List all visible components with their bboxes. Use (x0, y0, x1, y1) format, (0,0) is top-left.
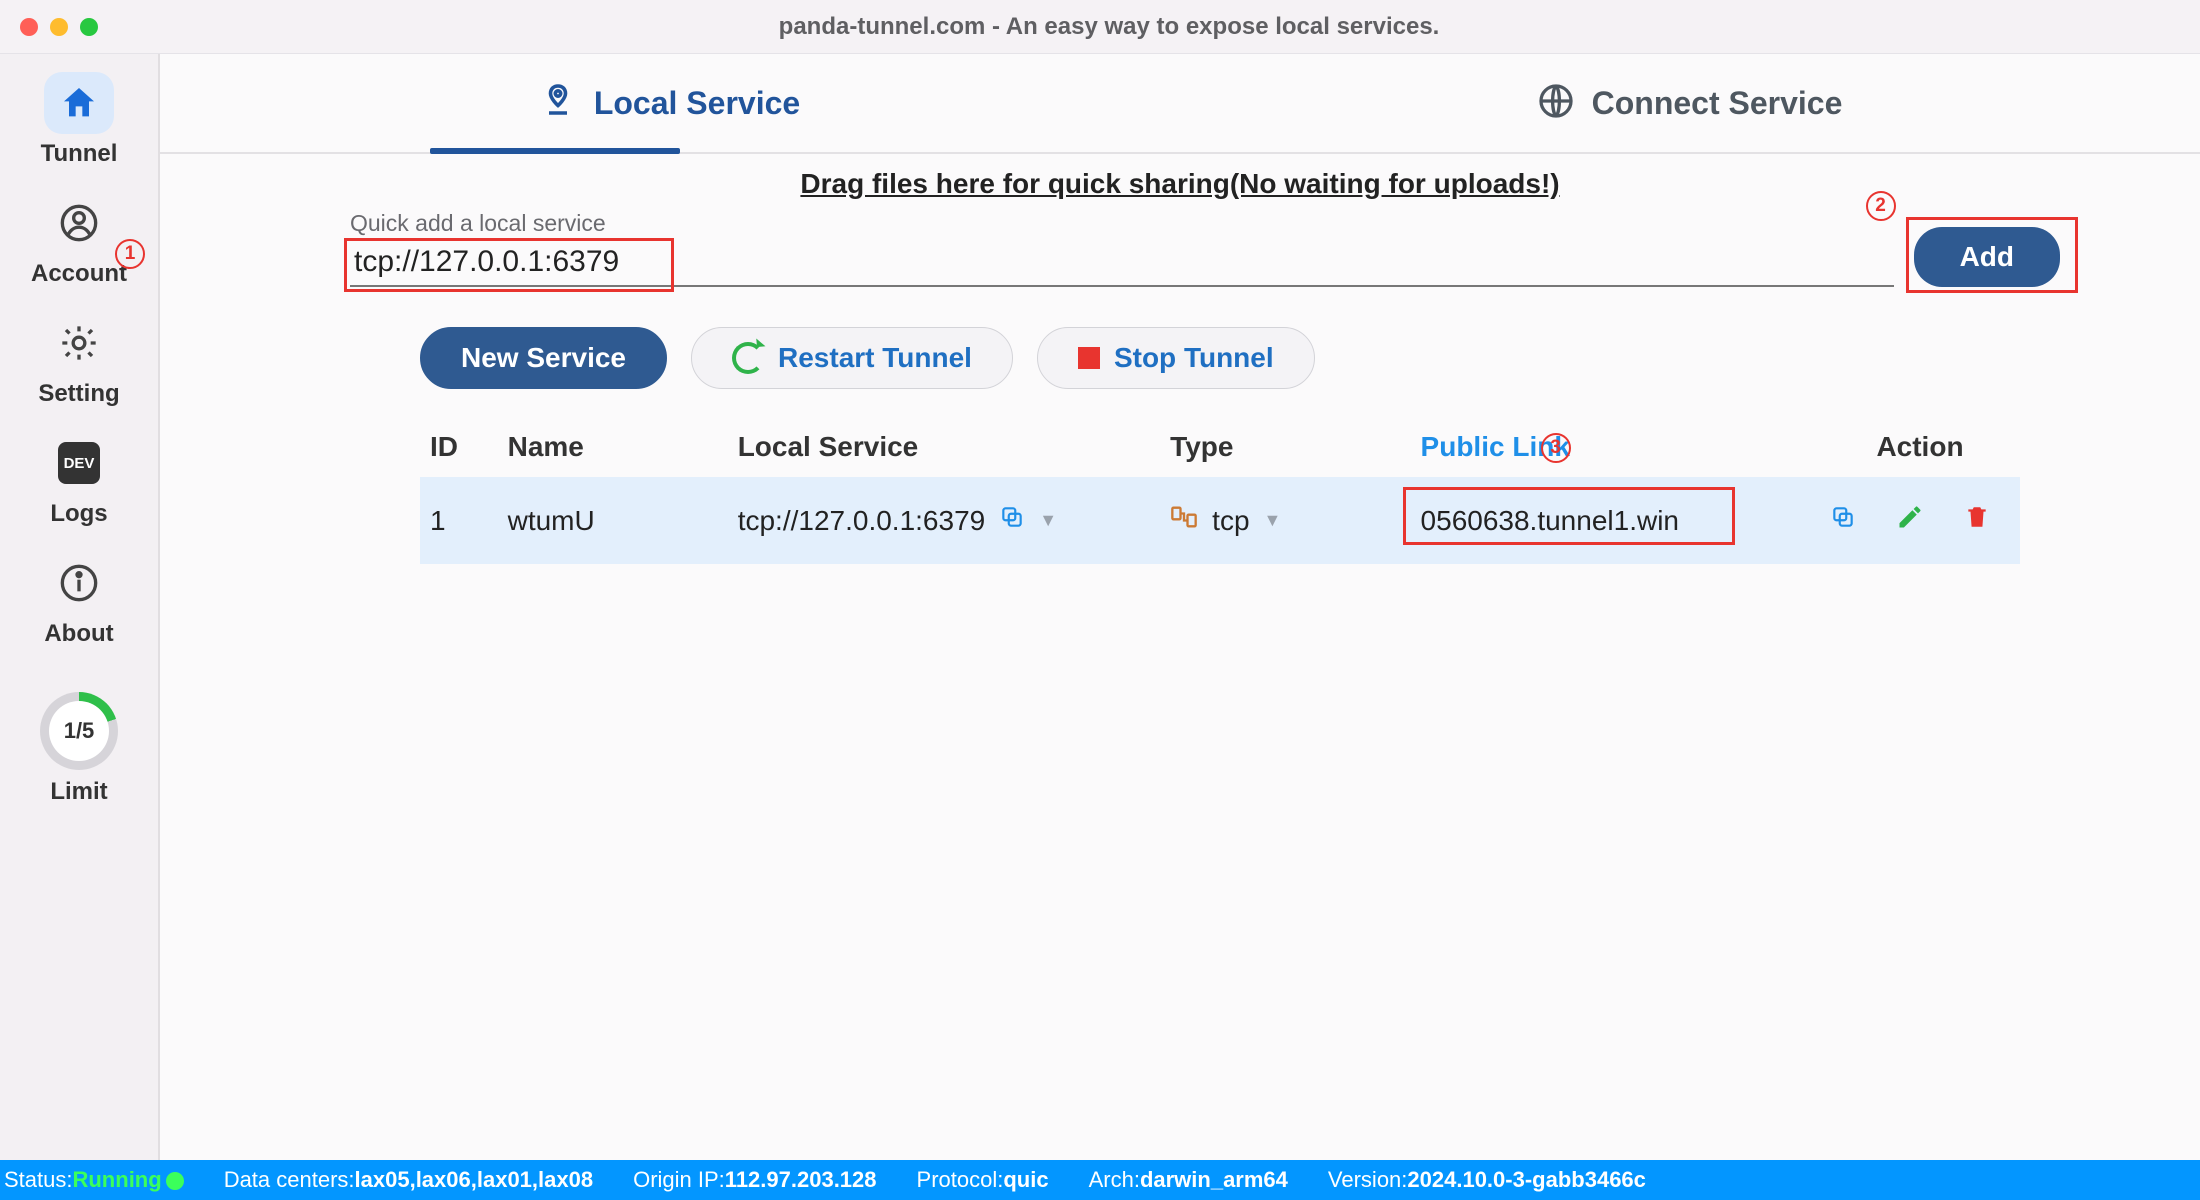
sidebar-item-account[interactable]: Account (24, 192, 134, 288)
cell-name: wtumU (498, 477, 728, 564)
account-icon (44, 192, 114, 254)
main-content: Local Service Connect Service Drag files… (160, 54, 2200, 1160)
tab-label: Local Service (594, 85, 800, 122)
copy-link-icon[interactable] (1830, 504, 1856, 537)
limit-ring-icon: 1/5 (40, 692, 118, 770)
add-button[interactable]: Add (1914, 227, 2060, 287)
connection-icon (1170, 503, 1198, 538)
protocol-value: quic (1003, 1167, 1048, 1192)
quick-add-input[interactable] (350, 239, 1894, 287)
col-type: Type (1160, 417, 1410, 477)
globe-icon (1538, 83, 1574, 124)
sidebar-item-setting[interactable]: Setting (24, 312, 134, 408)
refresh-icon (732, 342, 764, 374)
protocol-label: Protocol: (917, 1167, 1004, 1192)
col-id: ID (420, 417, 498, 477)
button-label: New Service (461, 342, 626, 374)
limit-value: 1/5 (49, 701, 109, 761)
tab-label: Connect Service (1592, 85, 1843, 122)
titlebar: panda-tunnel.com - An easy way to expose… (0, 0, 2200, 54)
status-label: Status: (4, 1167, 72, 1192)
limit-indicator[interactable]: 1/5 Limit (40, 692, 118, 806)
restart-tunnel-button[interactable]: Restart Tunnel (691, 327, 1013, 389)
arch-label: Arch: (1089, 1167, 1140, 1192)
datacenters-label: Data centers: (224, 1167, 355, 1192)
sidebar-item-tunnel[interactable]: Tunnel (24, 72, 134, 168)
table-row[interactable]: 1 wtumU tcp://127.0.0.1:6379 ▼ (420, 477, 2020, 564)
gear-icon (44, 312, 114, 374)
tab-connect-service[interactable]: Connect Service (1180, 54, 2200, 152)
quick-add-row: 1 Quick add a local service 2 Add (160, 210, 2200, 287)
minimize-icon[interactable] (50, 18, 68, 36)
sidebar-item-label: Setting (38, 380, 119, 408)
callout-3: 3 (1541, 433, 1571, 463)
cell-type: tcp (1212, 505, 1249, 537)
services-table: ID Name Local Service Type Public Link A… (160, 417, 2200, 564)
edit-icon[interactable] (1896, 503, 1924, 538)
status-dot-icon (166, 1172, 184, 1190)
origin-ip-value: 112.97.203.128 (725, 1167, 877, 1192)
pin-icon (540, 83, 576, 124)
stop-icon (1078, 347, 1100, 369)
window-controls (20, 18, 98, 36)
limit-label: Limit (50, 778, 107, 806)
sidebar-item-logs[interactable]: DEV Logs (24, 432, 134, 528)
button-label: Restart Tunnel (778, 342, 972, 374)
info-icon (44, 552, 114, 614)
origin-ip-label: Origin IP: (633, 1167, 725, 1192)
tab-local-service[interactable]: Local Service (160, 54, 1180, 152)
sidebar-item-label: Logs (50, 500, 107, 528)
datacenters-value: lax05,lax06,lax01,lax08 (355, 1167, 594, 1192)
arch-value: darwin_arm64 (1140, 1167, 1288, 1192)
new-service-button[interactable]: New Service (420, 327, 667, 389)
cell-public-link[interactable]: 0560638.tunnel1.win (1421, 505, 1679, 536)
chevron-down-icon[interactable]: ▼ (1039, 510, 1057, 531)
cell-local-service: tcp://127.0.0.1:6379 (738, 505, 986, 537)
col-local: Local Service (728, 417, 1160, 477)
maximize-icon[interactable] (80, 18, 98, 36)
col-public-link[interactable]: Public Link (1411, 417, 1820, 477)
trash-icon[interactable] (1964, 504, 1990, 537)
cell-id: 1 (420, 477, 498, 564)
callout-2: 2 (1866, 191, 1896, 221)
callout-1: 1 (115, 239, 145, 269)
sidebar-item-label: About (44, 620, 113, 648)
table-header-row: ID Name Local Service Type Public Link A… (420, 417, 2020, 477)
sidebar-item-label: Account (31, 260, 127, 288)
dev-icon: DEV (44, 432, 114, 494)
sidebar-item-about[interactable]: About (24, 552, 134, 648)
button-label: Stop Tunnel (1114, 342, 1274, 374)
home-icon (44, 72, 114, 134)
sidebar-item-label: Tunnel (41, 140, 118, 168)
action-bar: New Service Restart Tunnel Stop Tunnel (160, 287, 2200, 417)
col-action: Action (1820, 417, 2020, 477)
version-value: 2024.10.0-3-gabb3466c (1407, 1167, 1646, 1192)
sidebar: Tunnel Account Setting DEV Logs About (0, 54, 160, 1160)
copy-icon[interactable] (999, 504, 1025, 537)
quick-add-caption: Quick add a local service (350, 210, 1894, 237)
col-name: Name (498, 417, 728, 477)
tab-bar: Local Service Connect Service (160, 54, 2200, 154)
status-bar: Status:Running Data centers:lax05,lax06,… (0, 1160, 2200, 1200)
stop-tunnel-button[interactable]: Stop Tunnel (1037, 327, 1315, 389)
version-label: Version: (1328, 1167, 1408, 1192)
chevron-down-icon[interactable]: ▼ (1264, 510, 1282, 531)
close-icon[interactable] (20, 18, 38, 36)
window-title: panda-tunnel.com - An easy way to expose… (98, 13, 2120, 41)
status-value: Running (72, 1167, 161, 1192)
